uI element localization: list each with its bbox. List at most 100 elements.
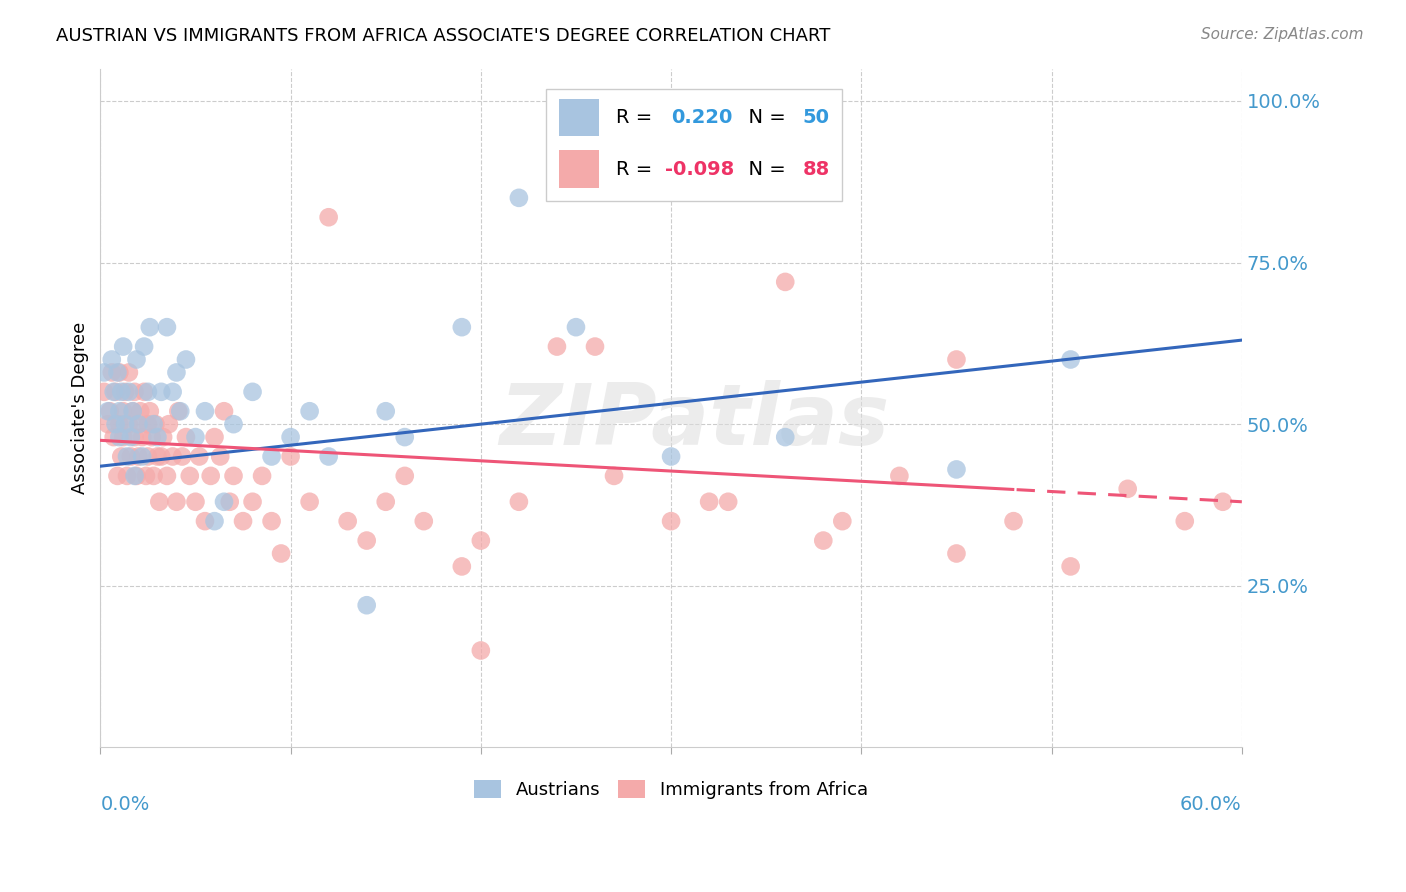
Point: [142, 469, 165, 483]
Point: [831, 514, 853, 528]
Point: [172, 450, 194, 464]
Point: [145, 417, 167, 432]
Point: [127, 417, 149, 432]
Point: [222, 417, 245, 432]
Text: 50: 50: [803, 108, 830, 127]
Text: R =: R =: [616, 160, 659, 178]
Point: [115, 469, 138, 483]
Point: [93, 366, 115, 380]
Point: [318, 211, 340, 225]
Point: [136, 384, 159, 399]
Point: [945, 547, 967, 561]
Point: [394, 430, 416, 444]
Point: [152, 430, 174, 444]
Point: [118, 366, 141, 380]
Point: [174, 430, 197, 444]
Point: [773, 275, 796, 289]
Point: [212, 404, 235, 418]
Point: [120, 430, 142, 444]
Point: [93, 384, 115, 399]
Point: [150, 450, 173, 464]
Point: [112, 404, 135, 418]
Text: N =: N =: [737, 108, 792, 127]
Point: [194, 404, 217, 418]
Point: [148, 495, 170, 509]
Point: [565, 320, 588, 334]
Point: [280, 430, 302, 444]
Point: [156, 320, 179, 334]
Point: [114, 417, 136, 432]
Point: [104, 417, 127, 432]
Point: [121, 404, 143, 418]
Point: [1174, 514, 1197, 528]
Point: [773, 430, 796, 444]
Point: [165, 366, 187, 380]
Point: [212, 495, 235, 509]
Point: [108, 366, 131, 380]
Point: [659, 514, 682, 528]
Point: [1212, 495, 1234, 509]
Point: [1002, 514, 1025, 528]
Point: [146, 450, 169, 464]
Point: [450, 320, 472, 334]
Point: [124, 430, 146, 444]
Point: [129, 404, 152, 418]
Point: [280, 450, 302, 464]
Point: [546, 340, 568, 354]
Point: [260, 450, 283, 464]
Point: [188, 450, 211, 464]
Point: [162, 384, 184, 399]
Point: [103, 430, 125, 444]
Point: [104, 384, 127, 399]
Point: [222, 469, 245, 483]
Point: [412, 514, 434, 528]
Point: [107, 366, 129, 380]
Point: [108, 417, 131, 432]
Point: [508, 495, 530, 509]
Point: [298, 495, 321, 509]
Point: [103, 384, 125, 399]
Point: [121, 404, 143, 418]
Text: 60.0%: 60.0%: [1180, 795, 1241, 814]
Point: [356, 599, 378, 613]
Point: [184, 495, 207, 509]
Point: [97, 417, 120, 432]
Point: [697, 495, 720, 509]
Point: [356, 533, 378, 548]
Point: [242, 495, 264, 509]
Point: [142, 417, 165, 432]
FancyBboxPatch shape: [560, 99, 599, 136]
Point: [98, 404, 121, 418]
Point: [945, 462, 967, 476]
Point: [336, 514, 359, 528]
Point: [136, 417, 159, 432]
Point: [108, 404, 131, 418]
Point: [945, 352, 967, 367]
Point: [127, 450, 149, 464]
Y-axis label: Associate's Degree: Associate's Degree: [72, 322, 89, 494]
Point: [162, 450, 184, 464]
Point: [1059, 559, 1081, 574]
Point: [124, 384, 146, 399]
Point: [583, 340, 606, 354]
Point: [298, 404, 321, 418]
Point: [132, 340, 155, 354]
Point: [131, 430, 153, 444]
Point: [270, 547, 292, 561]
Point: [184, 430, 207, 444]
Point: [136, 450, 159, 464]
Point: [174, 352, 197, 367]
Point: [889, 469, 911, 483]
Point: [260, 514, 283, 528]
Point: [157, 417, 180, 432]
Text: R =: R =: [616, 108, 659, 127]
Point: [717, 495, 740, 509]
Legend: Austrians, Immigrants from Africa: Austrians, Immigrants from Africa: [467, 772, 876, 806]
Point: [200, 469, 222, 483]
Point: [146, 430, 169, 444]
Text: 0.220: 0.220: [671, 108, 733, 127]
Point: [118, 417, 141, 432]
Point: [232, 514, 254, 528]
Point: [1116, 482, 1139, 496]
Point: [108, 430, 131, 444]
